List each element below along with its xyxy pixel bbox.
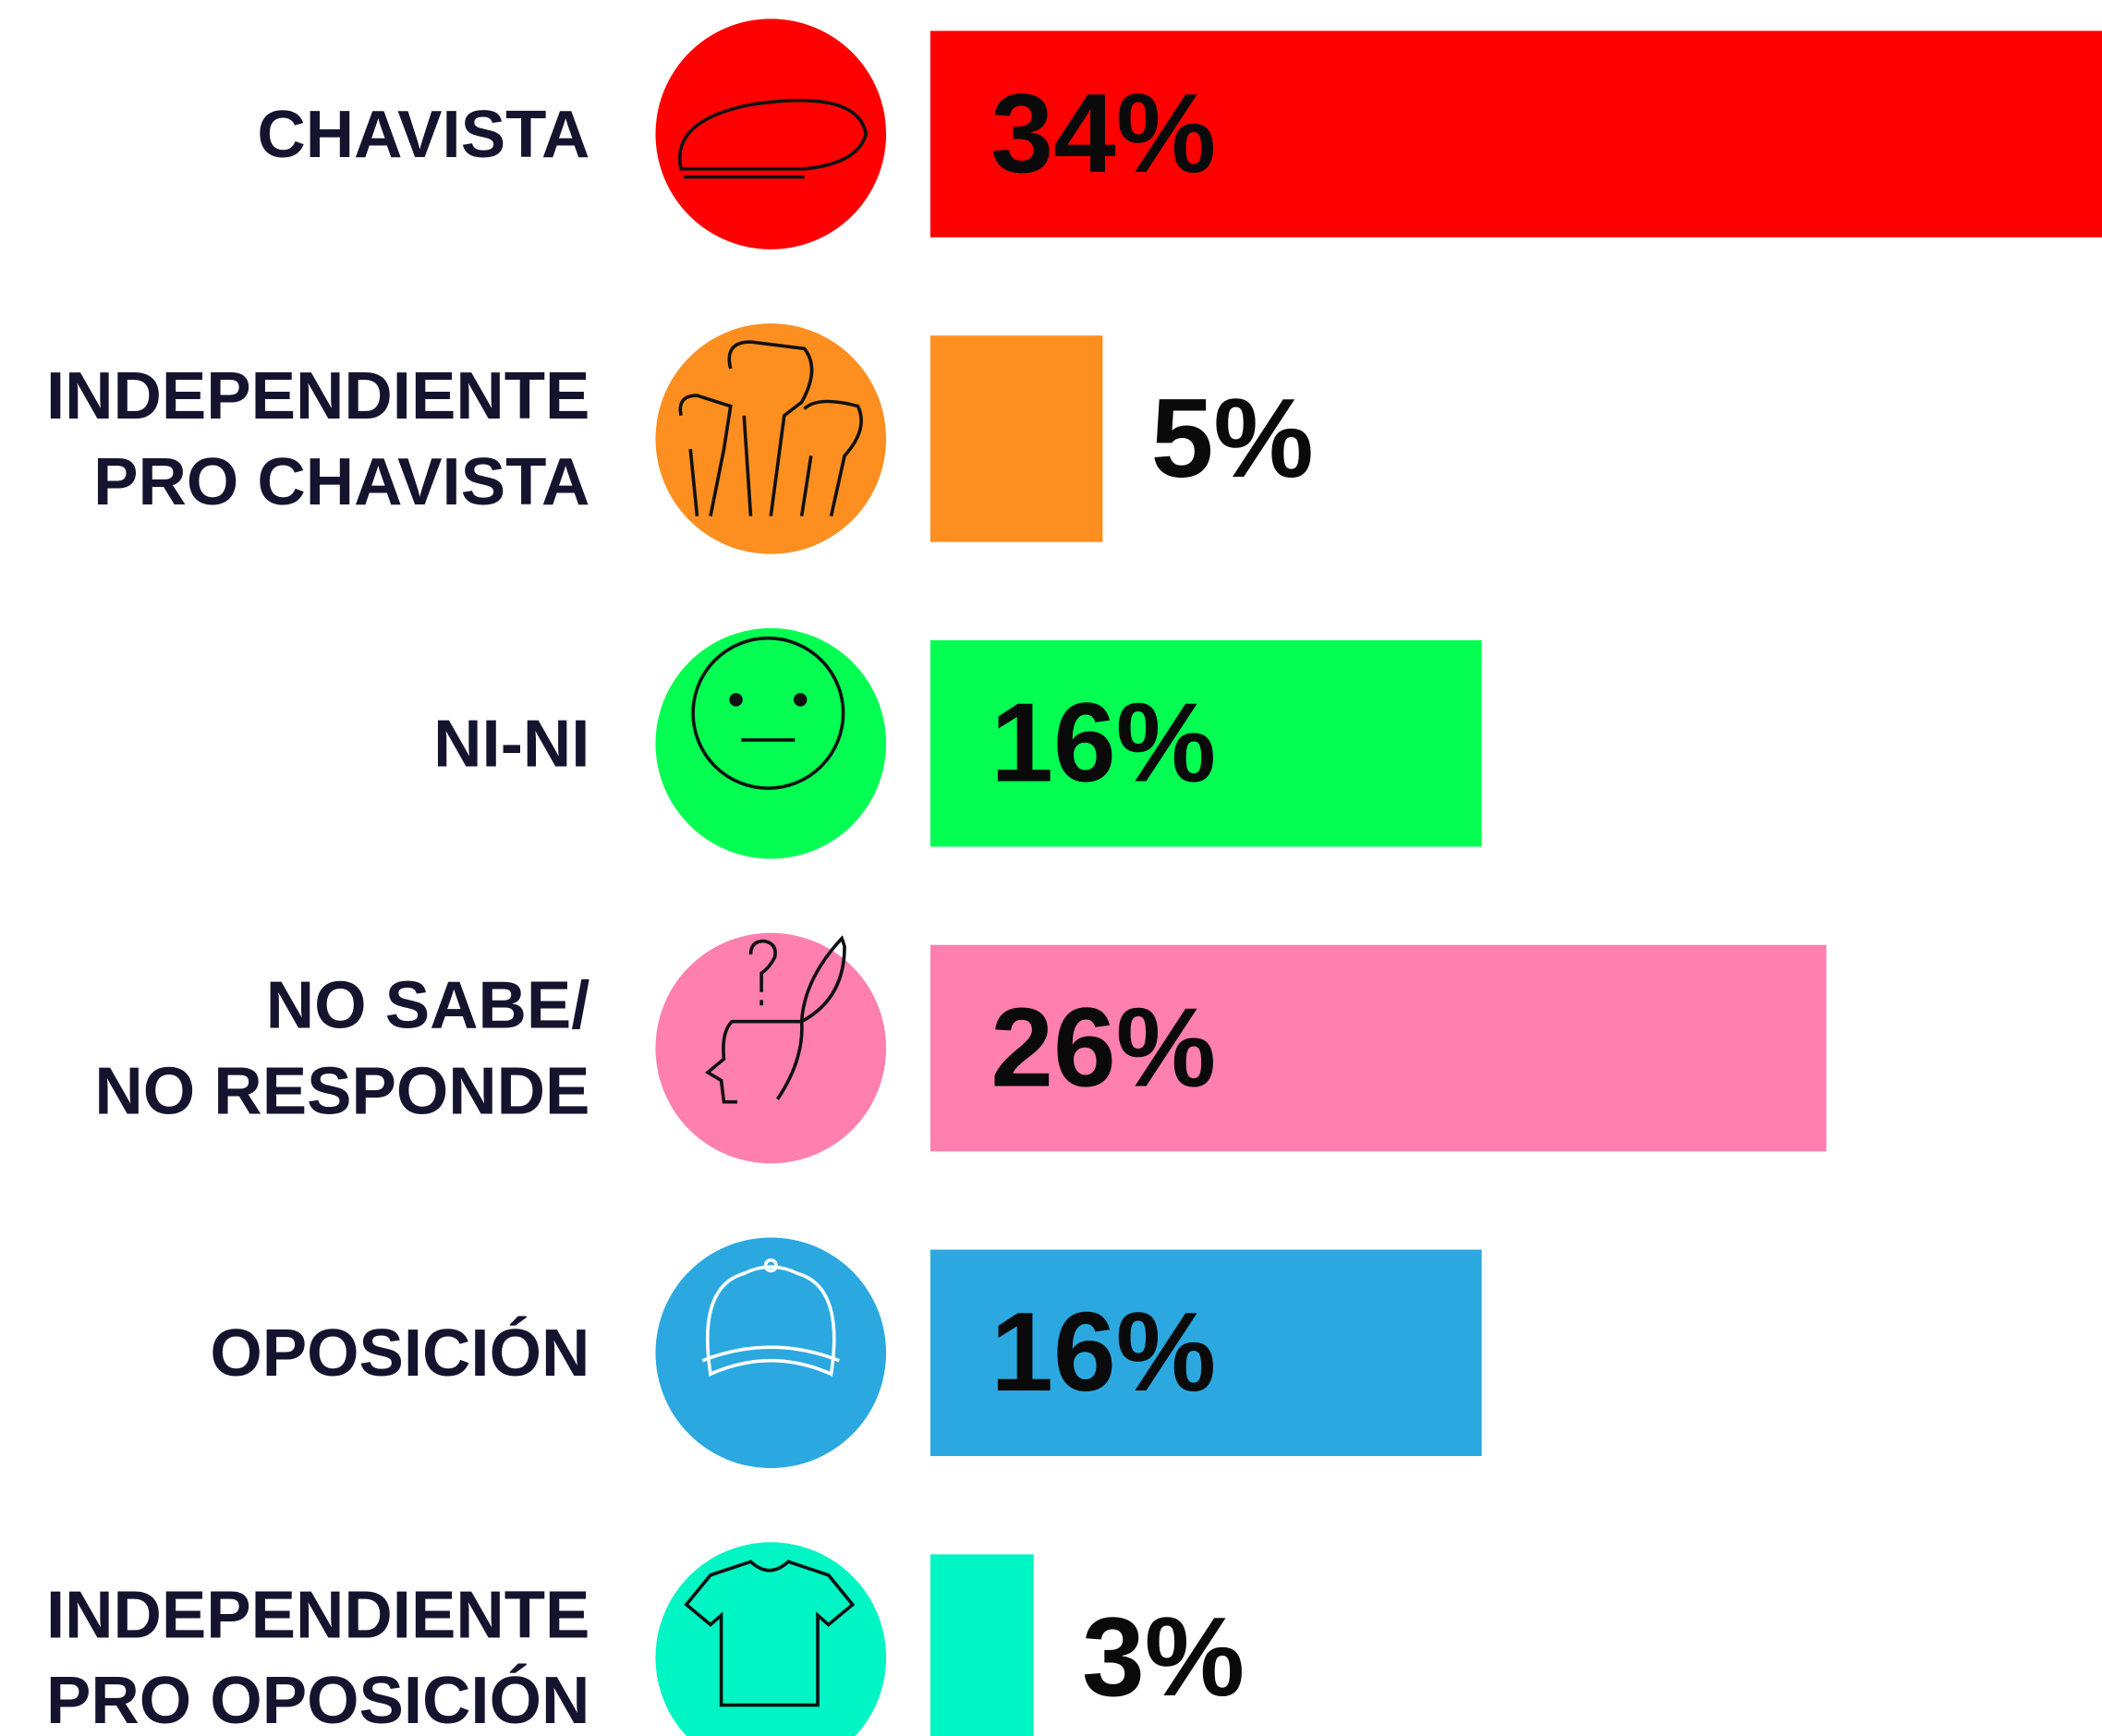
icon-cap (701, 1258, 840, 1377)
icon-shirt (684, 1560, 856, 1707)
category-label: INDEPENDIENTE PRO CHAVISTA (46, 358, 589, 519)
value-label: 16% (990, 1289, 1216, 1414)
icon-circle (655, 323, 887, 554)
value-label: 16% (990, 680, 1216, 806)
category-label: NI-NI (433, 706, 589, 781)
bar (929, 1249, 1482, 1457)
value-label: 34% (990, 70, 1216, 196)
category-label: INDEPENDIENTE PRO OPOSICIÓN (46, 1577, 589, 1736)
value-label: 5% (1151, 375, 1314, 501)
icon-beret (677, 98, 869, 179)
bar (929, 30, 2102, 237)
icon-face (691, 636, 845, 790)
icons (677, 98, 869, 1707)
value-label: 26% (990, 984, 1216, 1110)
icon-fists (678, 340, 863, 517)
icon-circle (655, 1542, 887, 1736)
icon-head (704, 935, 846, 1104)
icon-circle (655, 18, 887, 249)
bar (929, 639, 1482, 847)
icon-circle (655, 627, 887, 859)
bar (929, 944, 1827, 1152)
icon-circle (655, 932, 887, 1164)
category-label: NO SABE/NO RESPONDE (94, 968, 589, 1129)
category-label: OPOSICIÓN (210, 1316, 589, 1390)
icon-circle (655, 1237, 887, 1469)
category-label: CHAVISTA (257, 97, 589, 172)
bar (929, 1554, 1034, 1736)
value-label: 3% (1082, 1594, 1245, 1719)
bar (929, 335, 1103, 542)
